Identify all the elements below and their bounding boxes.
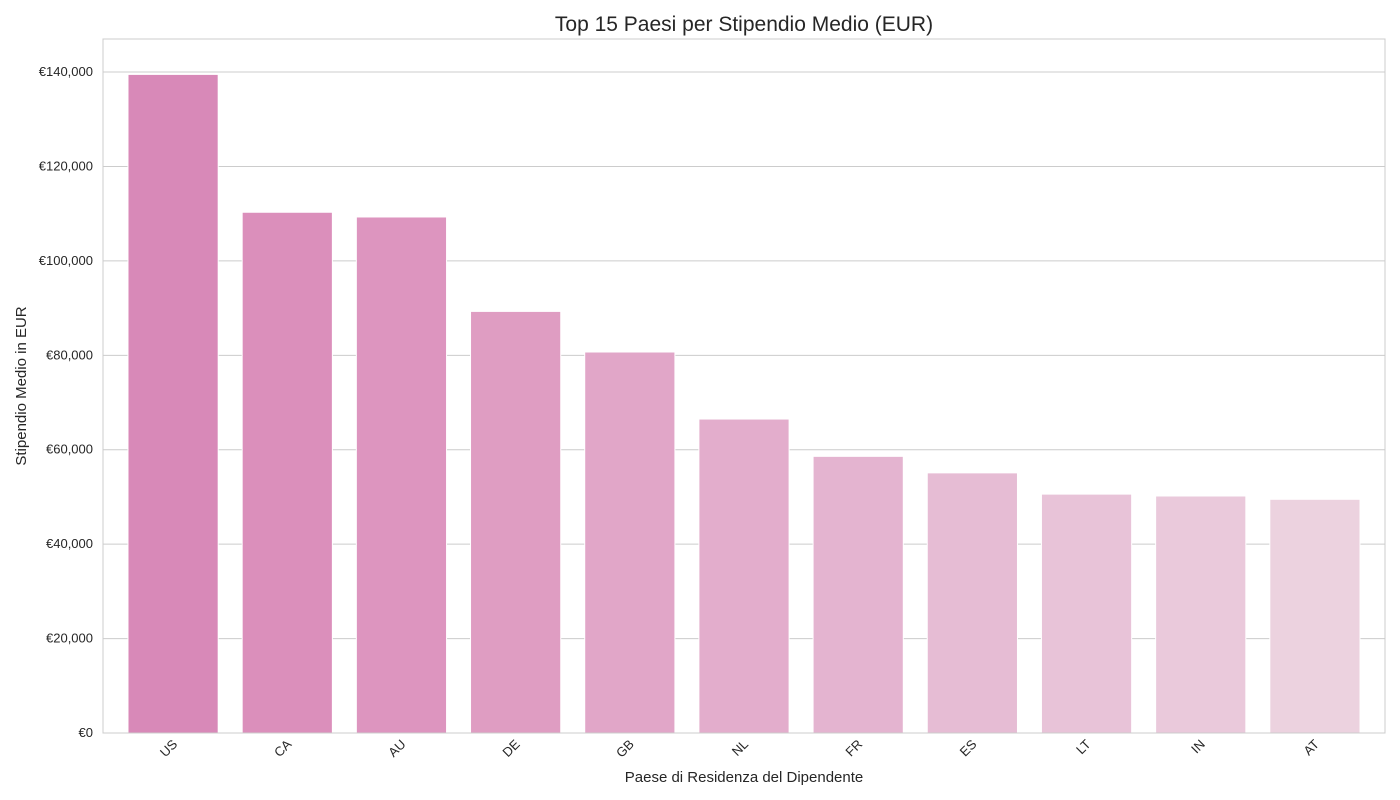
y-tick-label: €120,000 [39, 158, 93, 173]
y-tick-label: €0 [79, 725, 93, 740]
y-tick-label: €140,000 [39, 64, 93, 79]
bars [127, 73, 1361, 734]
y-tick-label: €60,000 [46, 442, 93, 457]
x-tick-label-es: ES [957, 736, 980, 759]
x-tick-label-at: AT [1300, 736, 1322, 758]
bar-in [1155, 495, 1247, 734]
x-tick-label-de: DE [499, 736, 523, 760]
x-tick-label-lt: LT [1073, 736, 1094, 757]
y-tick-label: €100,000 [39, 253, 93, 268]
x-tick-labels: US CA AU DE GB NL FR ES LT IN AT [157, 736, 1322, 760]
bar-es [926, 472, 1018, 734]
chart-title: Top 15 Paesi per Stipendio Medio (EUR) [555, 13, 933, 36]
x-tick-label-nl: NL [729, 737, 751, 759]
x-tick-label-us: US [157, 736, 181, 760]
bar-lt [1040, 493, 1133, 734]
bar-ca [241, 211, 333, 734]
bar-nl [698, 418, 790, 734]
bar-at [1269, 498, 1361, 734]
y-tick-labels: €0 €20,000 €40,000 €60,000 €80,000 €100,000 €1… [39, 64, 93, 740]
x-tick-label-fr: FR [842, 737, 865, 760]
y-tick-label: €40,000 [46, 536, 93, 551]
plot-frame [102, 38, 1386, 734]
bar-de [470, 310, 562, 734]
y-tick-label: €80,000 [46, 347, 93, 362]
x-tick-label-gb: GB [613, 737, 637, 761]
x-tick-label-in: IN [1188, 737, 1208, 757]
y-axis-label: Stipendio Medio in EUR [13, 306, 30, 465]
bar-us [127, 73, 219, 734]
x-axis-label: Paese di Residenza del Dipendente [625, 769, 864, 786]
bar-gb [584, 351, 676, 734]
bar-fr [812, 455, 904, 734]
x-tick-label-au: AU [385, 737, 408, 760]
x-tick-label-ca: CA [271, 736, 295, 760]
bar-au [355, 216, 448, 734]
y-tick-label: €20,000 [46, 631, 93, 646]
